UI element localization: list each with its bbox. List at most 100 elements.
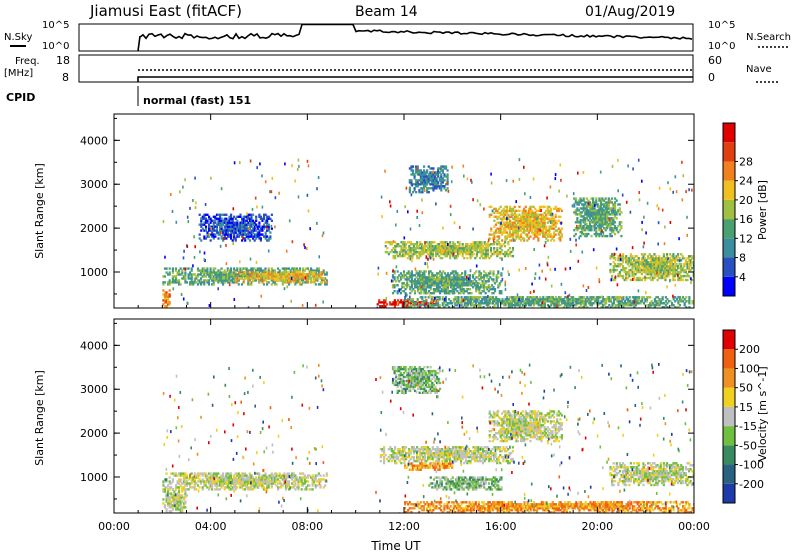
range-cell	[297, 158, 300, 162]
range-cell	[558, 189, 560, 193]
colorbar-tick-label: 8	[739, 252, 746, 265]
range-cell	[623, 278, 626, 282]
range-cell	[435, 181, 438, 184]
range-cell	[469, 247, 472, 250]
range-cell	[544, 241, 547, 244]
range-cell	[588, 229, 592, 232]
range-cell	[567, 306, 570, 308]
range-cell	[456, 241, 460, 244]
range-cell	[222, 281, 225, 284]
range-cell	[671, 304, 674, 307]
range-cell	[294, 269, 297, 272]
range-cell	[545, 231, 548, 234]
range-cell	[504, 252, 507, 256]
range-cell	[261, 227, 264, 230]
range-cell	[683, 298, 686, 301]
range-cell	[448, 280, 451, 283]
range-cell	[415, 185, 418, 188]
range-cell	[239, 223, 242, 226]
range-cell	[432, 170, 434, 174]
range-cell	[616, 296, 619, 299]
range-cell	[426, 191, 429, 194]
range-cell	[401, 247, 405, 250]
range-cell	[476, 286, 479, 289]
range-cell	[607, 211, 610, 214]
range-cell	[406, 280, 409, 283]
range-cell	[664, 276, 667, 280]
range-cell	[512, 179, 514, 183]
range-cell	[590, 227, 593, 230]
range-cell	[281, 273, 284, 276]
range-cell	[601, 219, 604, 222]
range-cell	[293, 279, 296, 282]
range-cell	[497, 243, 500, 246]
range-cell	[516, 235, 520, 238]
range-cell	[579, 300, 583, 303]
range-cell	[322, 300, 324, 304]
range-cell	[165, 297, 168, 300]
colorbar-tick-label: 12	[739, 232, 753, 245]
range-cell	[426, 183, 429, 186]
range-cell	[435, 177, 438, 180]
range-cell	[237, 229, 241, 232]
range-cell	[675, 190, 678, 194]
range-cell	[204, 213, 208, 216]
range-cell	[401, 243, 405, 246]
range-cell	[167, 273, 170, 276]
range-cell	[589, 302, 592, 305]
range-cell	[634, 255, 637, 258]
range-cell	[308, 275, 311, 278]
range-cell	[559, 229, 562, 232]
range-cell	[577, 259, 580, 263]
range-cell	[416, 181, 419, 184]
range-cell	[439, 270, 442, 273]
range-cell	[264, 219, 267, 222]
range-cell	[477, 245, 480, 248]
range-cell	[597, 298, 600, 301]
range-cell	[162, 275, 165, 278]
range-cell	[239, 231, 242, 234]
range-cell	[410, 274, 413, 277]
range-cell	[475, 249, 478, 252]
range-cell	[469, 254, 472, 258]
range-cell	[417, 247, 420, 250]
range-cell	[572, 296, 575, 299]
range-cell	[673, 272, 676, 276]
range-cell	[546, 211, 549, 215]
range-cell	[443, 302, 446, 305]
range-cell	[431, 247, 434, 250]
range-cell	[307, 277, 310, 280]
range-cell	[406, 293, 408, 297]
range-cell	[527, 207, 531, 211]
range-cell	[236, 273, 239, 276]
range-cell	[421, 175, 424, 178]
range-cell	[495, 276, 498, 279]
range-cell	[551, 300, 554, 303]
range-cell	[465, 304, 468, 307]
range-cell	[490, 181, 493, 185]
range-cell	[245, 273, 248, 276]
range-cell	[272, 269, 275, 272]
range-cell	[412, 252, 416, 256]
range-cell	[644, 259, 647, 262]
range-cell	[520, 235, 523, 238]
range-cell	[397, 243, 400, 246]
range-cell	[203, 237, 206, 240]
range-cell	[456, 247, 460, 250]
range-cell	[587, 286, 590, 289]
range-cell	[278, 273, 281, 276]
range-cell	[421, 177, 424, 180]
range-cell	[661, 298, 664, 301]
range-cell	[434, 179, 437, 182]
range-cell	[576, 224, 578, 228]
range-cell	[440, 272, 443, 275]
range-cell	[595, 232, 598, 236]
range-cell	[586, 306, 589, 308]
range-cell	[446, 181, 448, 185]
range-cell	[239, 271, 242, 274]
range-cell	[493, 306, 496, 308]
range-cell	[599, 225, 603, 228]
range-cell	[418, 292, 421, 295]
range-cell	[234, 225, 237, 228]
range-cell	[633, 272, 636, 276]
